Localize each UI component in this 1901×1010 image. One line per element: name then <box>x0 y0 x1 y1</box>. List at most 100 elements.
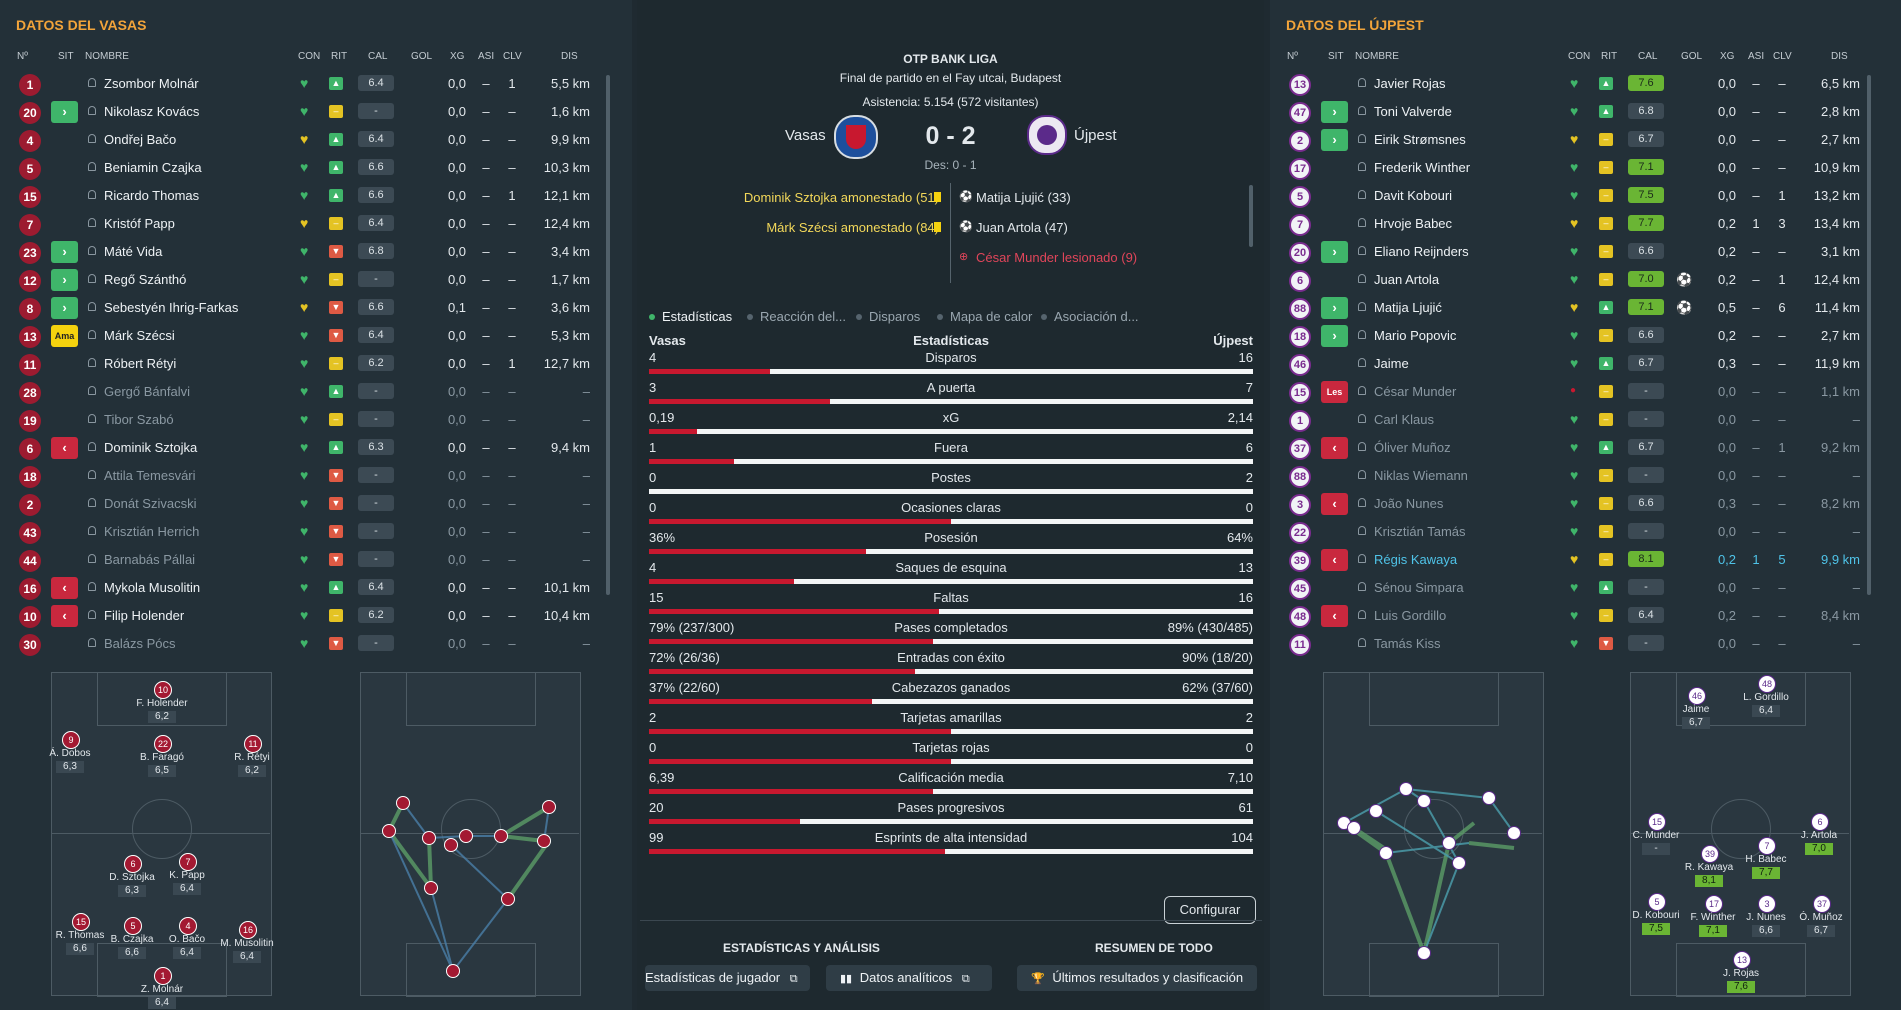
player-row[interactable]: 28 Gergő Bánfalvi ♥ ▲ -0,0– – – <box>0 377 632 405</box>
col-rit[interactable]: RIT <box>1601 51 1618 62</box>
player-row[interactable]: 45 Sénou Simpara ♥ ▲ -0,0– – – <box>1270 573 1901 601</box>
player-row[interactable]: 2 Donát Szivacski ♥ ▼ -0,0– – – <box>0 489 632 517</box>
col-nombre[interactable]: NOMBRE <box>85 51 129 62</box>
home-team-name[interactable]: Vasas <box>785 127 826 144</box>
player-name[interactable]: Krisztián Herrich <box>104 524 200 539</box>
player-row[interactable]: 15 Ricardo Thomas ♥ ▲ 6.6 0,0– 1 12,1 km <box>0 181 632 209</box>
col-gol[interactable]: GOL <box>1681 51 1703 62</box>
player-row[interactable]: 5 Davit Kobouri ♥ –7.5 0,0–1 13,2 km <box>1270 181 1901 209</box>
home-event[interactable]: Dominik Sztojka amonestado (51) <box>743 190 939 205</box>
col-clv[interactable]: CLV <box>503 51 522 62</box>
player-name[interactable]: Frederik Winther <box>1374 160 1471 175</box>
player-row[interactable]: 5 Beniamin Czajka ♥ ▲ 6.6 0,0– –10,3 km <box>0 153 632 181</box>
player-token[interactable]: 10 <box>154 681 172 699</box>
player-name[interactable]: Sénou Simpara <box>1374 580 1464 595</box>
player-row[interactable]: 39 ‹ Régis Kawaya ♥ – 8.1 0,2 1 5 9,9 km <box>1270 545 1901 573</box>
player-row[interactable]: 20 › Eliano Reijnders ♥ –6.6 0,2– –3,1 km <box>1270 237 1901 265</box>
player-row[interactable]: 6 Juan Artola ♥ –7.0 ⚽ 0,2–1 12,4 km <box>1270 265 1901 293</box>
player-name[interactable]: Attila Temesvári <box>104 468 196 483</box>
col-rit[interactable]: RIT <box>331 51 348 62</box>
player-row[interactable]: 3 ‹ João Nunes ♥ –6.6 0,3– –8,2 km <box>1270 489 1901 517</box>
player-token[interactable]: 15 <box>72 913 90 931</box>
player-row[interactable]: 43 Krisztián Herrich ♥ ▼ -0,0– – – <box>0 517 632 545</box>
col-cal[interactable]: CAL <box>368 51 388 62</box>
tab-2[interactable]: Disparos <box>869 309 921 324</box>
player-row[interactable]: 30 Balázs Pócs ♥ ▼ -0,0– – – <box>0 629 632 657</box>
player-name[interactable]: Eliano Reijnders <box>1374 244 1469 259</box>
col-sit[interactable]: SIT <box>58 51 74 62</box>
player-row[interactable]: 88 › Matija Ljujić ♥ ▲ 7.1 ⚽ 0,5– 6 11,4 km <box>1270 293 1901 321</box>
vasas-crest-icon[interactable] <box>834 115 878 159</box>
player-name[interactable]: Tamás Kiss <box>1374 636 1441 651</box>
player-name[interactable]: Eirik Strømsnes <box>1374 132 1466 147</box>
player-row[interactable]: 1 Carl Klaus ♥ – -0,0– – – <box>1270 405 1901 433</box>
player-row[interactable]: 16 ‹ Mykola Musolitin ♥ ▲ 6.4 0,0– –10,1 km <box>0 573 632 601</box>
player-token[interactable]: 48 <box>1758 675 1776 693</box>
col-clv[interactable]: CLV <box>1773 51 1792 62</box>
player-name[interactable]: Carl Klaus <box>1374 412 1434 427</box>
player-row[interactable]: 19 Tibor Szabó ♥ – -0,0– – – <box>0 405 632 433</box>
player-token[interactable]: 16 <box>239 921 257 939</box>
player-token[interactable]: 17 <box>1705 895 1723 913</box>
col-xg[interactable]: XG <box>450 51 465 62</box>
player-token[interactable]: 37 <box>1813 895 1831 913</box>
col-dis[interactable]: DIS <box>561 51 578 62</box>
player-name[interactable]: Luis Gordillo <box>1374 608 1447 623</box>
player-row[interactable]: 2 › Eirik Strømsnes ♥ –6.7 0,0– –2,7 km <box>1270 125 1901 153</box>
player-name[interactable]: Regő Szánthó <box>104 272 187 287</box>
player-row[interactable]: 18 Attila Temesvári ♥ ▼ -0,0– – – <box>0 461 632 489</box>
player-name[interactable]: João Nunes <box>1374 496 1444 511</box>
player-token[interactable]: 13 <box>1733 951 1751 969</box>
player-token[interactable]: 7 <box>179 853 197 871</box>
tab-3[interactable]: Mapa de calor <box>950 309 1033 324</box>
player-token[interactable]: 6 <box>1811 813 1829 831</box>
player-row[interactable]: 46 Jaime ♥ ▲ 6.7 0,3– –11,9 km <box>1270 349 1901 377</box>
home-event[interactable]: Márk Szécsi amonestado (84) <box>766 220 939 235</box>
player-row[interactable]: 4 Ondřej Bačo ♥ ▲ 6.4 0,0– –9,9 km <box>0 125 632 153</box>
player-name[interactable]: Ricardo Thomas <box>104 188 200 203</box>
player-name[interactable]: Javier Rojas <box>1374 76 1446 91</box>
player-name[interactable]: Donát Szivacski <box>104 496 197 511</box>
player-row[interactable]: 37 ‹ Óliver Muñoz ♥ ▲ 6.7 0,0– 1 9,2 km <box>1270 433 1901 461</box>
player-row[interactable]: 7 Hrvoje Babec ♥ – 7.7 0,2 1 3 13,4 km <box>1270 209 1901 237</box>
player-row[interactable]: 88 Niklas Wiemann ♥ – -0,0– – – <box>1270 461 1901 489</box>
configurar-button[interactable]: Configurar <box>1164 896 1256 924</box>
col-cal[interactable]: CAL <box>1638 51 1658 62</box>
tab-4[interactable]: Asociación d... <box>1054 309 1139 324</box>
col-no[interactable]: Nº <box>1287 51 1298 62</box>
home-list-scrollbar[interactable] <box>606 75 610 595</box>
player-name[interactable]: Juan Artola <box>1374 272 1440 287</box>
player-row[interactable]: 23 › Máté Vida ♥ ▼ 6.8 0,0– –3,4 km <box>0 237 632 265</box>
player-row[interactable]: 20 › Nikolasz Kovács ♥ – -0,0– –1,6 km <box>0 97 632 125</box>
player-row[interactable]: 15 Les César Munder ● – -0,0– –1,1 km <box>1270 377 1901 405</box>
player-token[interactable]: 39 <box>1701 845 1719 863</box>
player-row[interactable]: 12 › Regő Szánthó ♥ – -0,0– –1,7 km <box>0 265 632 293</box>
player-stats-button[interactable]: Estadísticas de jugador ⧉ <box>645 965 810 991</box>
col-xg[interactable]: XG <box>1720 51 1735 62</box>
player-name[interactable]: Sebestyén Ihrig-Farkas <box>104 300 239 315</box>
player-token[interactable]: 3 <box>1758 895 1776 913</box>
away-event[interactable]: Juan Artola (47) <box>976 220 1068 235</box>
player-name[interactable]: Beniamin Czajka <box>104 160 202 175</box>
player-row[interactable]: 10 ‹ Filip Holender ♥ –6.2 0,0– –10,4 km <box>0 601 632 629</box>
player-row[interactable]: 18 › Mario Popovic ♥ –6.6 0,2– –2,7 km <box>1270 321 1901 349</box>
player-name[interactable]: Kristóf Papp <box>104 216 175 231</box>
player-name[interactable]: Mykola Musolitin <box>104 580 201 595</box>
player-token[interactable]: 4 <box>179 917 197 935</box>
player-name[interactable]: Krisztián Tamás <box>1374 524 1466 539</box>
player-row[interactable]: 7 Kristóf Papp ♥ –6.4 0,0– –12,4 km <box>0 209 632 237</box>
results-button[interactable]: 🏆 Últimos resultados y clasificación <box>1017 965 1257 991</box>
col-gol[interactable]: GOL <box>411 51 433 62</box>
player-name[interactable]: Régis Kawaya <box>1374 552 1458 567</box>
player-token[interactable]: 6 <box>124 855 142 873</box>
analytics-button[interactable]: ▮▮ Datos analíticos ⧉ <box>826 965 992 991</box>
player-row[interactable]: 11 Róbert Rétyi ♥ –6.2 0,0–1 12,7 km <box>0 349 632 377</box>
player-token[interactable]: 11 <box>244 735 262 753</box>
player-name[interactable]: Jaime <box>1374 356 1409 371</box>
player-token[interactable]: 22 <box>154 735 172 753</box>
player-token[interactable]: 5 <box>124 917 142 935</box>
col-sit[interactable]: SIT <box>1328 51 1344 62</box>
player-row[interactable]: 8 › Sebestyén Ihrig-Farkas ♥ ▼ 6.6 0,1– –3,6 km <box>0 293 632 321</box>
player-name[interactable]: Ondřej Bačo <box>104 132 177 147</box>
player-name[interactable]: Niklas Wiemann <box>1374 468 1468 483</box>
